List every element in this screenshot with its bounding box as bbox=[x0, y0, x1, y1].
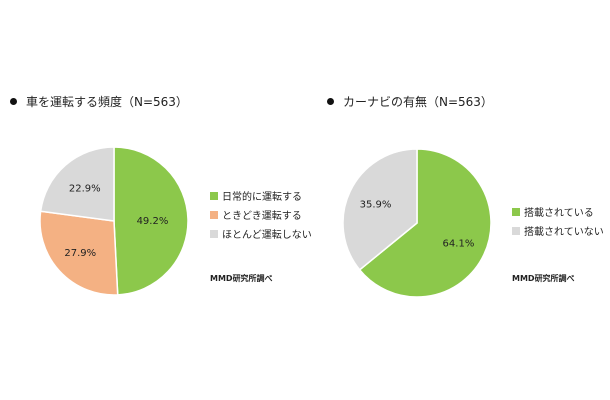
legend-item: ときどき運転する bbox=[210, 205, 312, 224]
slice-value-label: 35.9% bbox=[360, 199, 392, 210]
legend-swatch bbox=[512, 226, 520, 235]
pie-slice bbox=[39, 146, 115, 222]
chart-legend: 搭載されている 搭載されていない bbox=[512, 202, 604, 240]
legend-swatch bbox=[210, 229, 218, 238]
pie-slice bbox=[358, 148, 492, 298]
source-credit: MMD研究所調べ bbox=[512, 274, 575, 283]
legend-label: ほとんど運転しない bbox=[222, 230, 312, 241]
chart-title: 車を運転する頻度（N=563） bbox=[26, 95, 188, 109]
legend-label: ときどき運転する bbox=[222, 211, 302, 222]
legend-item: 搭載されている bbox=[512, 202, 604, 221]
bullet-icon bbox=[10, 98, 17, 105]
legend-swatch bbox=[210, 191, 218, 200]
legend-item: 日常的に運転する bbox=[210, 186, 312, 205]
legend-label: 日常的に運転する bbox=[222, 192, 302, 203]
slice-value-label: 27.9% bbox=[64, 248, 96, 259]
legend-label: 搭載されている bbox=[524, 208, 594, 219]
chart-title: カーナビの有無（N=563） bbox=[343, 95, 493, 109]
slice-value-label: 49.2% bbox=[137, 216, 169, 227]
slice-value-label: 64.1% bbox=[443, 239, 475, 250]
bullet-icon bbox=[327, 98, 334, 105]
pie-slice bbox=[342, 148, 418, 271]
chart-title-row: 車を運転する頻度（N=563） bbox=[10, 93, 188, 110]
chart-legend: 日常的に運転する ときどき運転する ほとんど運転しない bbox=[210, 186, 312, 243]
driving-frequency-panel: 車を運転する頻度（N=563） 49.2% 27.9% 22.9% 日常的に運転する… bbox=[10, 93, 312, 296]
pie-slice bbox=[113, 146, 189, 296]
legend-swatch bbox=[512, 207, 520, 216]
car-navigation-pie-chart: 64.1% 35.9% bbox=[342, 148, 492, 298]
slice-value-label: 22.9% bbox=[69, 184, 101, 195]
pie-slice bbox=[39, 210, 119, 296]
legend-swatch bbox=[210, 210, 218, 219]
legend-item: ほとんど運転しない bbox=[210, 224, 312, 243]
legend-item: 搭載されていない bbox=[512, 221, 604, 240]
chart-title-row: カーナビの有無（N=563） bbox=[327, 93, 493, 110]
car-navigation-panel: カーナビの有無（N=563） 64.1% 35.9% 搭載されている 搭載されていな… bbox=[305, 0, 610, 400]
driving-frequency-pie-chart: 49.2% 27.9% 22.9% bbox=[39, 146, 189, 296]
source-credit: MMD研究所調べ bbox=[210, 274, 273, 283]
legend-label: 搭載されていない bbox=[524, 227, 604, 238]
